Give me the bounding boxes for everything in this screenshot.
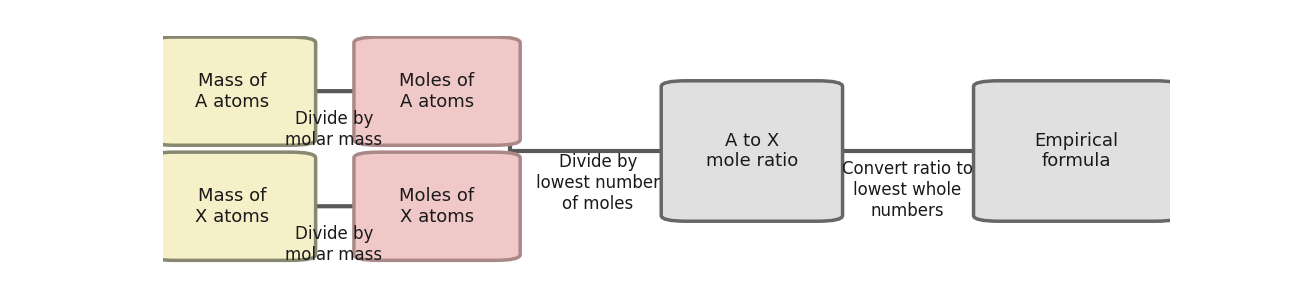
FancyBboxPatch shape — [150, 37, 316, 145]
FancyBboxPatch shape — [354, 37, 520, 145]
FancyBboxPatch shape — [150, 152, 316, 260]
Text: Moles of
X atoms: Moles of X atoms — [399, 187, 474, 226]
Text: Mass of
X atoms: Mass of X atoms — [195, 187, 269, 226]
Text: Moles of
A atoms: Moles of A atoms — [399, 72, 474, 111]
Text: A to X
mole ratio: A to X mole ratio — [706, 132, 798, 170]
Text: Divide by
molar mass: Divide by molar mass — [285, 110, 382, 149]
Text: Divide by
molar mass: Divide by molar mass — [285, 225, 382, 264]
Text: Convert ratio to
lowest whole
numbers: Convert ratio to lowest whole numbers — [841, 160, 972, 220]
FancyBboxPatch shape — [974, 81, 1180, 221]
Text: Empirical
formula: Empirical formula — [1035, 132, 1119, 170]
FancyBboxPatch shape — [662, 81, 842, 221]
Text: Divide by
lowest number
of moles: Divide by lowest number of moles — [536, 153, 659, 213]
Text: Mass of
A atoms: Mass of A atoms — [195, 72, 269, 111]
FancyBboxPatch shape — [354, 152, 520, 260]
